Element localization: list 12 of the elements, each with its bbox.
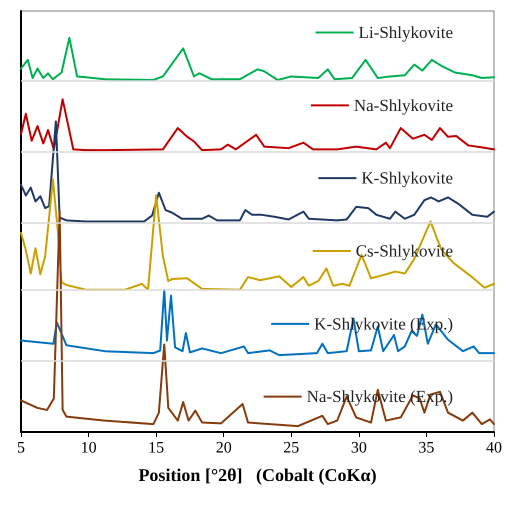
legend-label: Na-Shlykovite bbox=[354, 96, 454, 115]
legend-label: K-Shlykovite bbox=[361, 168, 453, 188]
x-axis-title: Position [°2θ] (Cobalt (CoKα) bbox=[138, 465, 377, 485]
x-tick-label: 20 bbox=[216, 440, 232, 456]
x-tick-label: 10 bbox=[80, 440, 97, 456]
x-tick-label: 40 bbox=[486, 440, 502, 456]
x-tick-label: 15 bbox=[148, 440, 164, 456]
x-tick-label: 30 bbox=[350, 440, 367, 456]
legend-label: Li-Shlykovite bbox=[358, 23, 454, 42]
x-tick-label: 5 bbox=[17, 440, 25, 456]
x-tick-label: 35 bbox=[418, 440, 434, 456]
x-tick-label: 25 bbox=[283, 440, 300, 456]
